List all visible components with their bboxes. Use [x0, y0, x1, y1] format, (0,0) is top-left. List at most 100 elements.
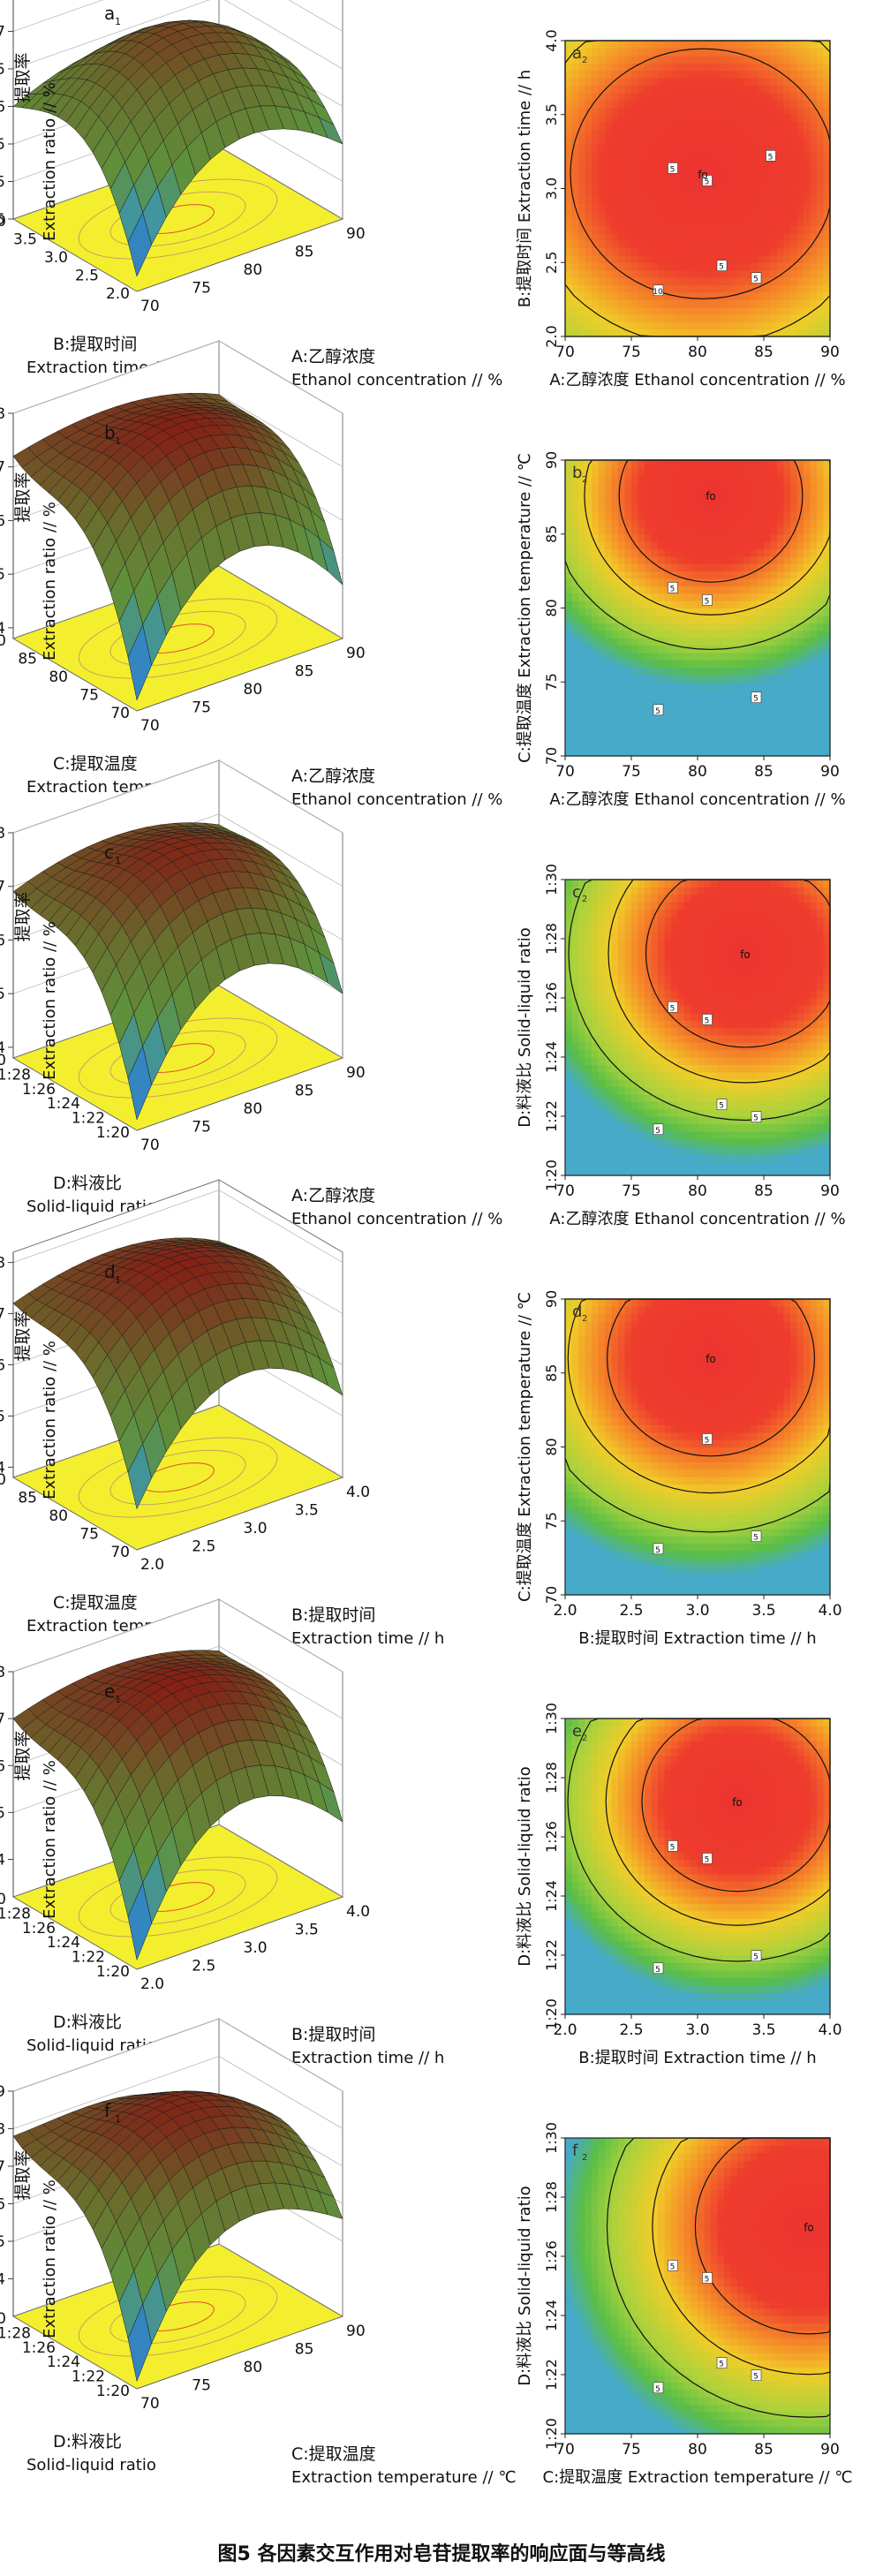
heat-cell — [624, 1049, 632, 1058]
heat-cell — [605, 1101, 613, 1110]
heat-cell — [565, 306, 573, 315]
heat-cell — [711, 482, 719, 491]
heat-cell — [817, 63, 825, 72]
heat-cell — [704, 968, 712, 977]
heat-cell — [691, 570, 698, 579]
heat-cell — [671, 711, 679, 720]
heat-cell — [631, 998, 639, 1006]
heat-cell — [671, 968, 679, 977]
heat-cell — [624, 902, 632, 910]
heat-cell — [757, 645, 765, 653]
heat-cell — [698, 682, 706, 691]
heat-cell — [737, 608, 745, 616]
heat-cell — [631, 689, 639, 698]
heat-cell — [790, 232, 798, 241]
heat-cell — [764, 689, 772, 698]
heat-cell — [810, 578, 818, 586]
heat-cell — [638, 1152, 645, 1161]
y-tick-label: 2.5 — [75, 268, 99, 285]
heat-cell — [764, 277, 772, 285]
heat-cell — [796, 460, 804, 468]
heat-cell — [691, 496, 698, 505]
heat-cell — [598, 48, 606, 57]
heat-cell — [605, 240, 613, 249]
heat-cell — [770, 645, 778, 653]
heat-cell — [810, 689, 818, 698]
contour-label: 5 — [705, 178, 710, 186]
heat-cell — [777, 467, 785, 476]
heat-cell — [677, 638, 685, 646]
heat-cell — [823, 548, 831, 557]
heat-cell — [743, 623, 751, 631]
heat-cell — [783, 41, 791, 49]
heat-cell — [743, 306, 751, 315]
heat-cell — [592, 975, 600, 984]
heat-cell — [770, 563, 778, 572]
heat-cell — [631, 188, 639, 197]
heat-cell — [796, 652, 804, 661]
heat-cell — [730, 166, 738, 175]
heat-cell — [598, 674, 606, 683]
heat-cell — [638, 726, 645, 735]
heat-cell — [717, 939, 725, 947]
heat-cell — [677, 314, 685, 322]
heat-cell — [605, 674, 613, 683]
heat-cell — [664, 203, 672, 212]
heat-cell — [704, 924, 712, 933]
heat-cell — [698, 697, 706, 705]
heat-cell — [684, 496, 692, 505]
heat-cell — [724, 704, 732, 713]
heat-cell — [658, 474, 666, 483]
heat-cell — [611, 306, 619, 315]
heat-cell — [724, 741, 732, 750]
heat-cell — [691, 697, 698, 705]
heat-cell — [638, 998, 645, 1006]
heat-cell — [598, 623, 606, 631]
heat-cell — [691, 48, 698, 57]
heat-cell — [684, 329, 692, 337]
heat-cell — [624, 129, 632, 138]
heat-cell — [645, 555, 653, 564]
heat-cell — [698, 299, 706, 308]
heat-cell — [751, 181, 758, 190]
heat-cell — [624, 1116, 632, 1124]
heat-cell — [711, 159, 719, 167]
heat-cell — [711, 902, 719, 910]
heat-cell — [717, 719, 725, 728]
heat-cell — [751, 719, 758, 728]
heat-cell — [711, 939, 719, 947]
heat-cell — [677, 1145, 685, 1154]
heat-cell — [757, 585, 765, 594]
heat-cell — [796, 578, 804, 586]
heat-cell — [743, 329, 751, 337]
heat-cell — [578, 496, 586, 505]
heat-cell — [730, 719, 738, 728]
heat-cell — [810, 504, 818, 513]
heat-cell — [823, 306, 831, 315]
heat-cell — [704, 983, 712, 992]
heat-cell — [592, 519, 600, 527]
heat-cell — [671, 41, 679, 49]
heat-cell — [671, 277, 679, 285]
heat-cell — [730, 474, 738, 483]
heat-cell — [783, 329, 791, 337]
heat-cell — [804, 541, 811, 550]
heat-cell — [677, 961, 685, 970]
heat-cell — [783, 511, 791, 520]
heat-cell — [611, 1027, 619, 1036]
heat-cell — [671, 563, 679, 572]
heat-cell — [711, 306, 719, 315]
heat-cell — [598, 645, 606, 653]
heat-cell — [618, 1116, 626, 1124]
heat-cell — [724, 1160, 732, 1169]
heat-cell — [671, 1152, 679, 1161]
heat-cell — [638, 1108, 645, 1117]
heat-cell — [578, 291, 586, 300]
heat-cell — [804, 689, 811, 698]
heat-cell — [724, 166, 732, 175]
heat-cell — [684, 92, 692, 101]
heat-cell — [598, 41, 606, 49]
heat-cell — [598, 593, 606, 601]
